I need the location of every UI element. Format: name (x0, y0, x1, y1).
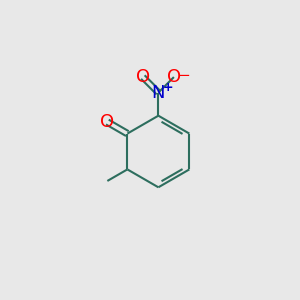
Text: +: + (162, 81, 173, 94)
Text: O: O (167, 68, 181, 86)
Text: −: − (177, 68, 190, 83)
Text: N: N (152, 84, 165, 102)
Text: O: O (100, 113, 114, 131)
Text: O: O (136, 68, 150, 86)
